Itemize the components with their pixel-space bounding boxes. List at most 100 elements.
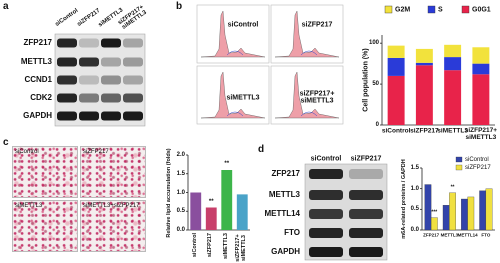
bar-segment [472, 74, 490, 125]
x-tick-label: METTL3 [440, 232, 459, 238]
bar [461, 198, 468, 231]
blot-band [79, 75, 99, 85]
panel-label: d [258, 143, 265, 155]
blot-row-label: ZFP217 [271, 168, 300, 178]
legend-label: G0G1 [472, 5, 491, 13]
y-tick-label: 0.5 [176, 208, 185, 215]
y-tick-label: 1.5 [176, 170, 185, 177]
bar-segment [387, 75, 405, 125]
bar-segment [472, 63, 490, 75]
x-tick-label: siMETTL3 [222, 233, 229, 259]
micrograph [12, 146, 78, 198]
x-tick-label: siZFP217 [410, 127, 439, 135]
legend-label: G2M [395, 5, 411, 13]
blot-band [309, 169, 343, 179]
blot-band [349, 169, 383, 179]
blot-row-label: CCND1 [24, 74, 52, 84]
legend-label: siControl [465, 156, 489, 163]
y-tick-label: 2.0 [176, 151, 185, 158]
blot-band [101, 93, 121, 103]
micrograph [12, 200, 78, 252]
blot-band [101, 111, 121, 121]
blot-band [57, 38, 77, 48]
bar-segment [415, 48, 433, 63]
blot-band [57, 111, 77, 121]
micrograph-label: siMETTL3+siZFP217 [83, 202, 140, 209]
significance-label: *** [431, 208, 438, 215]
significance-label: ** [224, 160, 230, 167]
x-tick-label: siControl [191, 233, 198, 258]
x-tick-label: FTO [481, 232, 491, 238]
y-tick-label: 0.5 [410, 206, 419, 213]
bar [236, 194, 248, 230]
flow-histogram [200, 10, 266, 58]
blot-row-label: ZFP217 [23, 37, 52, 47]
bar-segment [415, 62, 433, 66]
legend-swatch [455, 164, 463, 171]
flow-histogram [274, 10, 340, 58]
x-tick-label: METTL14 [457, 232, 478, 238]
bar [442, 205, 450, 231]
y-tick-label: 0 [375, 121, 379, 128]
blot-row-label: METTL14 [264, 208, 300, 218]
bar [221, 170, 233, 230]
flow-label: siZFP217+ siMETTL3 [299, 90, 335, 105]
legend-label: siZFP217 [465, 164, 491, 171]
blot-band [123, 57, 143, 67]
bar-segment [444, 57, 462, 71]
flow-histogram [200, 71, 266, 119]
blot-band [79, 57, 99, 67]
blot-band [79, 38, 99, 48]
x-tick-label: siControl [381, 127, 411, 135]
blot-band [79, 111, 99, 121]
blot-column-label: siControl [310, 155, 342, 163]
bar [424, 184, 432, 231]
y-tick-label: 100 [368, 40, 379, 47]
y-tick-label: 50 [372, 80, 379, 87]
bar [190, 192, 202, 230]
blot-row-label: GAPDH [271, 246, 300, 256]
blot-band [123, 93, 143, 103]
blot-column-label: siZFP217 [350, 155, 382, 163]
blot-band [123, 38, 143, 48]
blot-band [123, 75, 143, 85]
y-tick-label: 0.0 [410, 226, 419, 233]
blot-band [101, 38, 121, 48]
panel-label: b [176, 0, 183, 12]
legend-label: S [438, 5, 443, 13]
bar-segment [444, 44, 462, 58]
blot-band [57, 93, 77, 103]
bar-segment [387, 57, 405, 76]
bar-segment [387, 45, 405, 58]
bar-segment [415, 65, 433, 125]
flow-fit [226, 111, 244, 117]
blot-band [309, 247, 343, 257]
legend-swatch [455, 156, 463, 163]
significance-label: ** [208, 198, 214, 205]
y-tick-label: 1.0 [410, 185, 419, 192]
y-tick-label: 0.0 [176, 226, 185, 233]
bar [430, 217, 438, 231]
flow-fit [300, 111, 318, 117]
legend-swatch [427, 5, 436, 14]
x-tick-label: siZFP217+ siMETTL3 [235, 234, 248, 262]
blot-band [349, 247, 383, 257]
flow-label: siControl [227, 21, 259, 29]
blot-row-label: FTO [284, 227, 300, 237]
legend-swatch [461, 5, 470, 14]
panel-label: a [3, 0, 9, 12]
blot-band [101, 57, 121, 67]
blot-band [309, 209, 343, 219]
blot-band [309, 190, 343, 200]
blot-band [123, 111, 143, 121]
y-tick-label: 1.0 [176, 189, 185, 196]
blot-band [57, 57, 77, 67]
blot-band [57, 75, 77, 85]
micrograph-label: siZFP217 [83, 148, 109, 155]
flow-fit [300, 50, 318, 56]
flow-label: siZFP217 [301, 21, 333, 29]
x-tick-label: siZFP217 [207, 233, 214, 258]
legend-swatch [384, 5, 393, 14]
blot-band [309, 228, 343, 238]
bar [205, 207, 217, 230]
